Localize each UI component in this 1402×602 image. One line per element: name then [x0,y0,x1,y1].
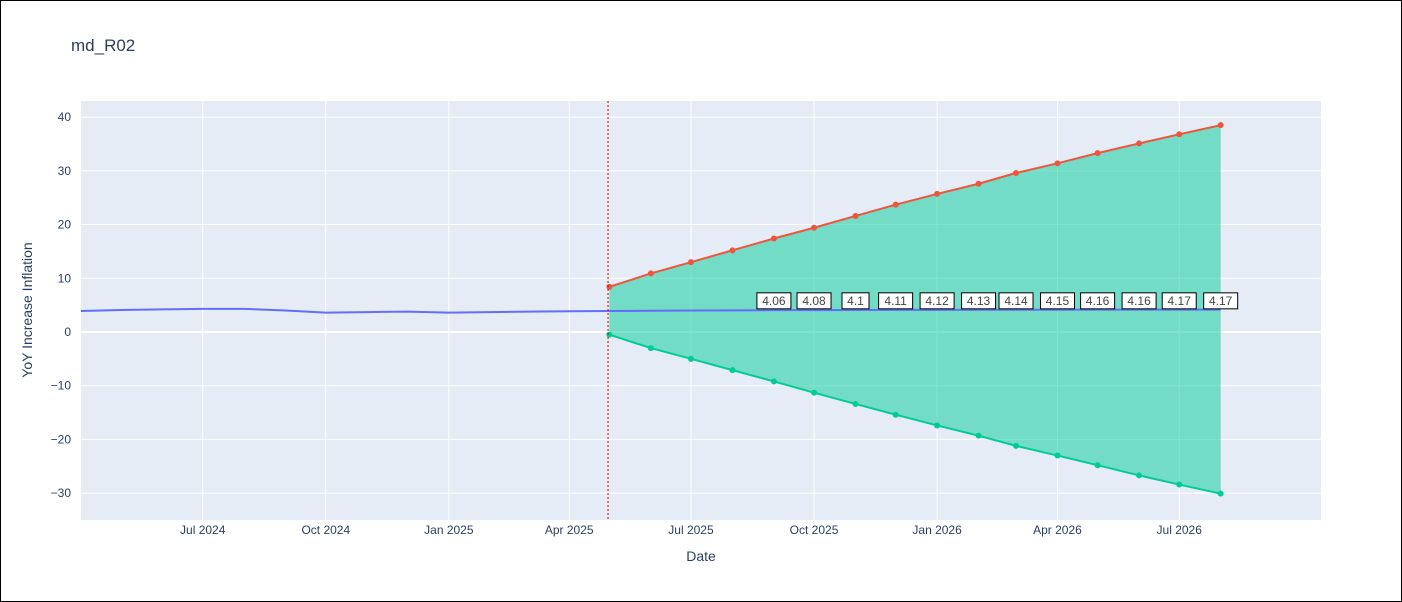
lower-bound-series-marker [892,411,899,418]
annotation-label: 4.16 [1127,294,1151,308]
upper-bound-series-marker [606,283,613,290]
annotation-label: 4.16 [1086,294,1110,308]
lower-bound-series-marker [1136,472,1143,479]
upper-bound-series-marker [647,270,654,277]
upper-bound-series-marker [1094,150,1101,157]
annotation-label: 4.08 [802,294,826,308]
annotation-label: 4.06 [762,294,786,308]
x-tick-label: Jul 2026 [1157,523,1203,537]
lower-bound-series-marker [934,422,941,429]
lower-bound-series-line [609,333,1221,495]
lower-bound-series-marker [1094,462,1101,469]
annotation-box [1039,292,1075,310]
annotation-box [1080,292,1116,310]
lower-bound-series-marker [647,345,654,352]
upper-bound-series-marker [1013,169,1020,176]
upper-bound-series-marker [852,212,859,219]
x-tick-label: Jan 2026 [912,523,962,537]
annotation-box [1203,292,1239,310]
y-tick-label: −10 [51,379,72,393]
upper-bound-series-marker [892,201,899,208]
x-tick-label: Apr 2026 [1033,523,1082,537]
x-axis-ticks: Jul 2024 Oct 2024 Jan 2025 Apr 2025 Jul 2025… [180,523,1202,537]
annotation-label: 4.11 [884,294,907,308]
annotation-label: 4.15 [1046,294,1070,308]
baseline-series-line [80,307,1221,314]
upper-bound-series-marker [1176,131,1183,138]
lower-bound-series-marker [852,400,859,407]
chart-title: md_R02 [71,36,135,55]
upper-bound-series-marker [687,259,694,266]
x-tick-label: Oct 2025 [790,523,839,537]
annotation-label: 4.12 [925,294,949,308]
annotation-box [841,292,870,310]
upper-bound-series-marker [1217,122,1224,129]
y-tick-label: 0 [64,325,71,339]
annotation-label: 4.17 [1168,294,1192,308]
annotation-label: 4.17 [1209,294,1233,308]
y-axis-ticks: −30 −20 −10 0 10 20 30 40 [51,110,72,500]
annotation-box [756,292,792,310]
annotation-label: 4.14 [1004,294,1028,308]
lower-bound-series-marker [606,331,613,338]
y-tick-label: 20 [58,218,72,232]
lower-bound-series-marker [811,389,818,396]
annotation-box [919,292,955,310]
annotation-label: 4.1 [847,294,864,308]
y-tick-label: 10 [58,271,72,285]
upper-bound-series-marker [1054,160,1061,167]
lower-bound-series-marker [1176,481,1183,488]
annotation-box [796,292,832,310]
upper-bound-series-marker [729,247,736,254]
annotation-box [1161,292,1197,310]
annotations: 4.06 4.08 4.1 4.11 4.12 4.13 4.14 4.15 4.16 4.16 4… [756,292,1239,310]
upper-bound-series-marker [934,190,941,197]
lower-bound-series-marker [1054,452,1061,459]
y-tick-label: 30 [58,164,72,178]
x-tick-label: Jul 2025 [668,523,714,537]
x-tick-label: Oct 2024 [301,523,350,537]
lower-bound-series-marker [687,355,694,362]
annotation-label: 4.13 [967,294,991,308]
lower-bound-series-marker [729,367,736,374]
series-lines [80,122,1224,497]
lower-bound-series-marker [1013,442,1020,449]
x-tick-label: Jan 2025 [424,523,474,537]
upper-bound-series-marker [770,235,777,242]
upper-bound-series-marker [975,180,982,187]
y-axis-title: YoY Increase Inflation [19,242,35,377]
lower-bound-series-marker [975,432,982,439]
upper-bound-series-marker [1136,140,1143,147]
annotation-box [878,292,914,310]
annotation-box [1121,292,1157,310]
upper-bound-series-marker [811,224,818,231]
upper-bound-series-line [609,124,1221,288]
y-tick-label: 40 [58,110,72,124]
annotation-box [998,292,1034,310]
lower-bound-series-marker [770,378,777,385]
annotation-box [961,292,997,310]
lower-bound-series-marker [1217,490,1224,497]
x-tick-label: Jul 2024 [180,523,226,537]
y-tick-label: −20 [51,432,72,446]
x-axis-title: Date [686,548,716,564]
x-tick-label: Apr 2025 [545,523,594,537]
y-tick-label: −30 [51,486,72,500]
